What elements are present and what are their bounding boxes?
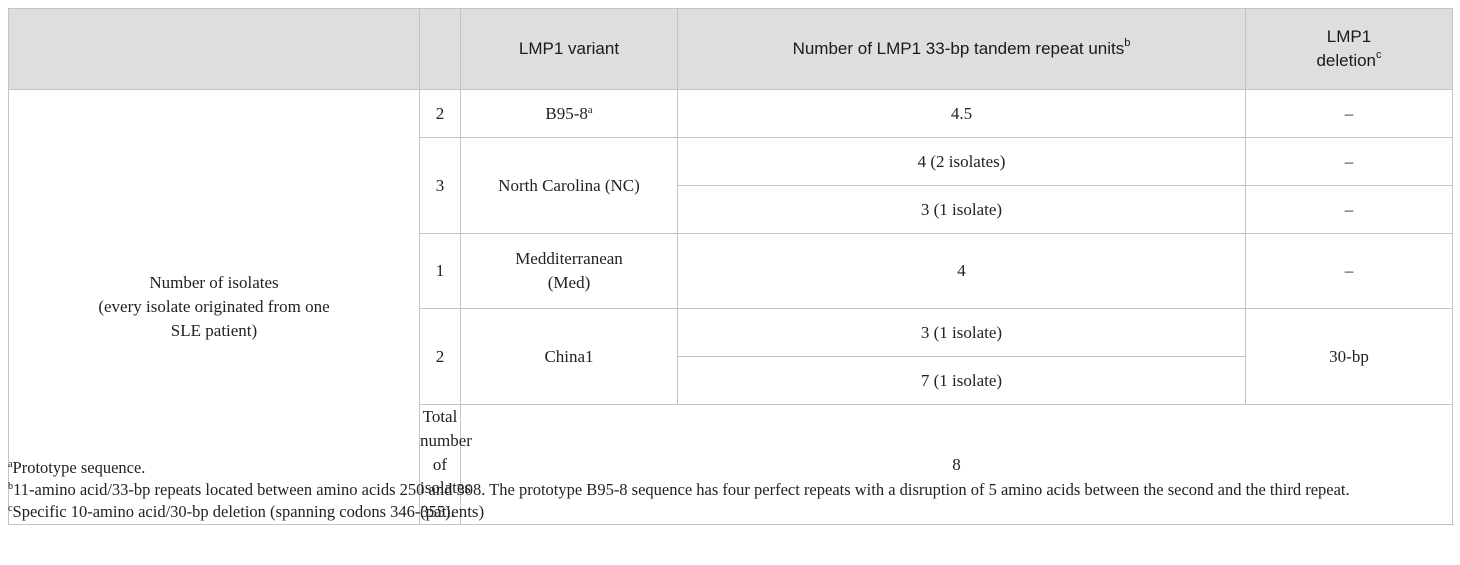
repeats-cell: 3 (1 isolate) (677, 185, 1246, 234)
variant-line1: Medditerranean (515, 249, 623, 269)
footnote-c-text: Specific 10-amino acid/30-bp deletion (s… (12, 502, 455, 521)
deletion-cell: – (1245, 137, 1453, 186)
count-cell: 1 (419, 233, 461, 309)
footnote-mark-a: a (587, 104, 593, 116)
header-repeat-units: Number of LMP1 33-bp tandem repeat units… (677, 8, 1246, 90)
count-cell: 2 (419, 89, 461, 138)
table-row: 3 (1 isolate) – (9, 185, 1453, 234)
repeats-cell: 4.5 (677, 89, 1246, 138)
footnote-b: b11-amino acid/33-bp repeats located bet… (8, 480, 1454, 500)
deletion-cell: – (1245, 185, 1453, 234)
header-row: LMP1 variant Number of LMP1 33-bp tandem… (8, 8, 1453, 90)
variant-cell: China1 (460, 308, 678, 405)
header-empty-2 (419, 8, 461, 90)
footnote-mark-b: b (1124, 37, 1131, 50)
row-group-label: Number of isolates (every isolate origin… (8, 89, 420, 525)
header-lmp1-variant: LMP1 variant (460, 8, 678, 90)
footnote-c-mark: c (8, 503, 13, 515)
row-group-label-line3: SLE patient) (170, 320, 258, 340)
total-row: Total number of isolates (patients) 8 (9, 404, 1453, 525)
header-empty-1 (8, 8, 420, 90)
variant-name: B95-8 (545, 103, 588, 123)
header-deletion-line2: deletion (1316, 51, 1377, 70)
footnote-mark-c: c (1376, 49, 1382, 62)
total-value: 8 (460, 404, 1453, 525)
variant-cell: B95-8a (460, 89, 678, 138)
header-lmp1-deletion: LMP1 deletionc (1245, 8, 1453, 90)
footnote-b-text: 11-amino acid/33-bp repeats located betw… (13, 480, 1350, 499)
data-table: LMP1 variant Number of LMP1 33-bp tandem… (8, 8, 1453, 525)
table-row: 7 (1 isolate) (9, 356, 1453, 405)
footnote-a-text: Prototype sequence. (12, 458, 146, 477)
variant-cell: Medditerranean (Med) (460, 233, 678, 309)
repeats-cell: 4 (677, 233, 1246, 309)
deletion-cell: 30-bp (1245, 308, 1453, 405)
deletion-cell: – (1245, 233, 1453, 309)
header-deletion-line1: LMP1 (1326, 27, 1372, 47)
footnote-a-mark: a (8, 459, 13, 471)
repeats-cell: 3 (1 isolate) (677, 308, 1246, 357)
count-cell: 3 (419, 137, 461, 234)
row-group-label-line2: (every isolate originated from one (98, 297, 330, 317)
table-row: Number of isolates (every isolate origin… (8, 89, 1453, 525)
table-row: 3 North Carolina (NC) 4 (2 isolates) – (9, 137, 1453, 234)
count-cell: 2 (419, 308, 461, 405)
table-row: 1 Medditerranean (Med) 4 – (9, 233, 1453, 309)
variant-line2: (Med) (547, 273, 591, 292)
row-group-label-line1: Number of isolates (149, 273, 279, 293)
variant-cell: North Carolina (NC) (460, 137, 678, 234)
repeats-cell: 4 (2 isolates) (677, 137, 1246, 186)
footnotes: aPrototype sequence. b11-amino acid/33-b… (8, 458, 1454, 524)
deletion-cell: – (1245, 89, 1453, 138)
footnote-b-mark: b (8, 481, 14, 493)
repeats-cell: 7 (1 isolate) (677, 356, 1246, 405)
header-repeat-units-text: Number of LMP1 33-bp tandem repeat units (792, 39, 1125, 59)
footnote-c: cSpecific 10-amino acid/30-bp deletion (… (8, 502, 1454, 522)
footnote-a: aPrototype sequence. (8, 458, 1454, 478)
